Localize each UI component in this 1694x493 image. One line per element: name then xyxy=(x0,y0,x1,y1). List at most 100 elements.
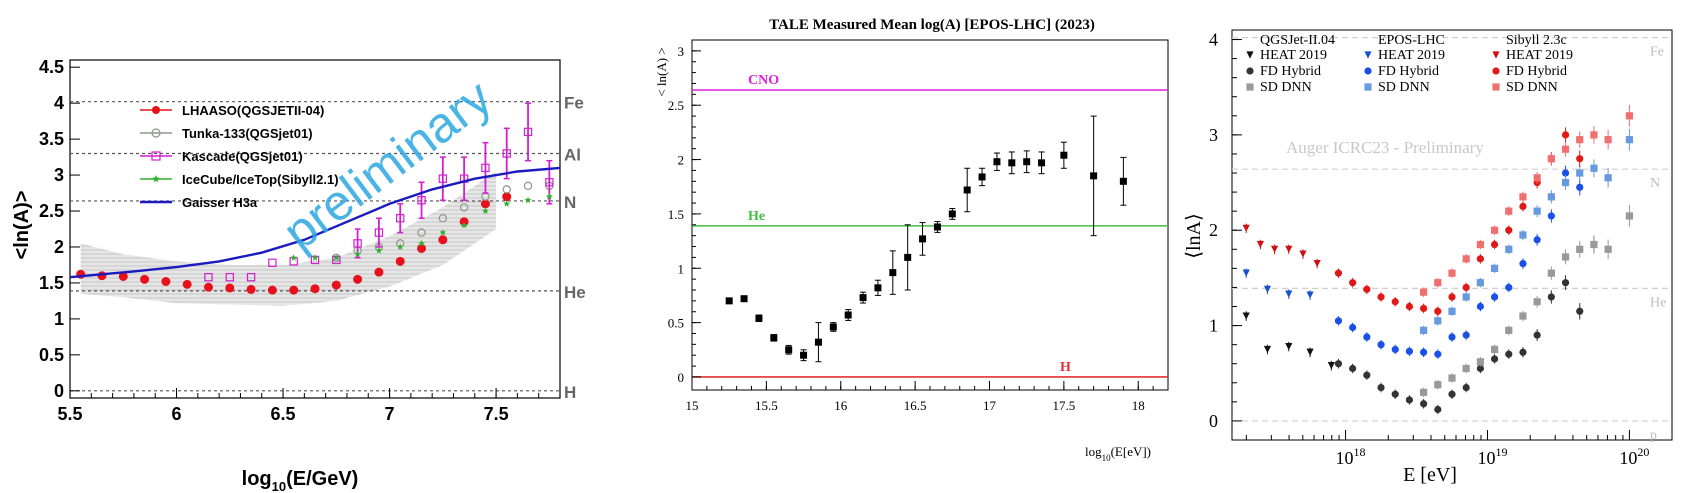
p3-legend-label: SD DNN xyxy=(1506,80,1558,95)
auger-chart: Fe N He p Auger ICRC23 - Preliminary 0 1 2 3 4 1… xyxy=(1183,29,1673,486)
p3-legend-marker xyxy=(1246,83,1254,91)
p1-xtick-label: 7 xyxy=(385,404,395,424)
p2-axis-ticks: 15 15.5 16 16.5 17 17.5 18 0 0.5 1 1.5 2 2.5 3 xyxy=(668,44,1154,413)
p3-point xyxy=(1625,136,1634,144)
p3-point xyxy=(1490,355,1499,363)
p2-xtick-label: 15.5 xyxy=(755,398,778,413)
p1-xlabel: log10(E/GeV) xyxy=(242,468,359,493)
p1-ytick-label: 4 xyxy=(54,93,64,113)
p3-xlabel: E [eV] xyxy=(1403,464,1457,486)
p3-legend-header: EPOS-LHC xyxy=(1378,33,1445,48)
p2-xlabel: log10(E[eV]) xyxy=(1085,444,1151,463)
p2-xtick-label: 18 xyxy=(1132,398,1145,413)
p3-point xyxy=(1604,174,1612,182)
p3-point xyxy=(1285,290,1293,298)
p1-point xyxy=(246,272,256,282)
p2-point xyxy=(844,311,852,319)
p3-point xyxy=(1462,255,1470,263)
p3-point xyxy=(1377,341,1385,349)
p3-point xyxy=(1448,293,1456,301)
p3-point xyxy=(1420,288,1428,296)
p3-point xyxy=(1533,298,1541,306)
p3-point xyxy=(1448,269,1456,277)
p1-point xyxy=(438,214,448,223)
p1-point xyxy=(204,272,213,282)
p3-point xyxy=(1519,193,1527,201)
p3-point xyxy=(1434,350,1442,358)
p1-legend-marker xyxy=(152,106,160,114)
p2-point xyxy=(874,284,882,292)
p3-point xyxy=(1405,396,1414,404)
p3-point xyxy=(1505,326,1513,334)
p1-ytick-label: 3.5 xyxy=(39,129,64,149)
p3-legend-marker xyxy=(1492,67,1500,75)
p1-point xyxy=(418,239,425,247)
p2-ytick-label: 2 xyxy=(678,153,685,168)
p3-point xyxy=(1547,269,1555,277)
p1-point xyxy=(246,284,256,294)
p3-point xyxy=(1625,112,1634,120)
p3-xtick-label: 1020 xyxy=(1619,445,1649,468)
p2-ytick-label: 1 xyxy=(678,261,685,276)
p3-xtick-exp: 19 xyxy=(1495,445,1507,459)
p3-point xyxy=(1285,245,1293,253)
p3-point xyxy=(1576,307,1584,315)
p3-legend-marker xyxy=(1246,67,1254,75)
p3-point xyxy=(1462,293,1470,301)
p1-legend-label: Gaisser H3a xyxy=(182,195,258,210)
p1-point xyxy=(439,229,447,236)
p2-point xyxy=(1119,177,1127,185)
p3-watermark: Auger ICRC23 - Preliminary xyxy=(1286,138,1484,157)
p2-ytick-label: 0.5 xyxy=(668,316,684,331)
p3-point xyxy=(1462,331,1470,339)
p3-point xyxy=(1576,136,1584,144)
p1-point xyxy=(460,221,468,229)
p1-ylabel: <ln(A)> xyxy=(11,191,33,260)
p1-point xyxy=(502,192,512,202)
p2-point xyxy=(948,210,956,218)
p1-xtick-label: 6 xyxy=(172,404,182,424)
p3-point xyxy=(1519,348,1527,356)
p3-point xyxy=(1519,202,1527,210)
p3-point xyxy=(1434,317,1442,325)
p3-legend-label: FD Hybrid xyxy=(1260,64,1321,79)
p3-refline-label: N xyxy=(1650,176,1660,191)
p3-point xyxy=(1363,333,1371,341)
p1-point xyxy=(331,280,341,290)
p2-point xyxy=(1008,159,1016,167)
p3-legend-label: HEAT 2019 xyxy=(1378,48,1445,63)
p3-point xyxy=(1533,331,1541,339)
p1-point xyxy=(396,243,404,250)
p1-refline-label: H xyxy=(564,383,576,402)
p1-point xyxy=(225,272,234,282)
p3-point xyxy=(1420,304,1428,313)
p1-point xyxy=(182,279,192,289)
p3-point xyxy=(1490,293,1499,301)
p3-point xyxy=(1434,405,1442,414)
p1-point xyxy=(459,203,469,212)
p1-xtick-label: 5.5 xyxy=(57,404,82,424)
p1-legend-label: Kascade(QGSjet01) xyxy=(182,149,303,164)
p3-ytick-label: 3 xyxy=(1209,125,1218,145)
p3-point xyxy=(1490,264,1499,272)
p3-point xyxy=(1561,169,1570,177)
p3-point xyxy=(1590,164,1598,172)
p3-point xyxy=(1420,388,1428,396)
p2-ytick-label: 2.5 xyxy=(668,98,684,113)
p3-point xyxy=(1306,348,1314,356)
p3-point xyxy=(1476,358,1484,366)
p1-legend-label: IceCube/IceTop(Sibyll2.1) xyxy=(182,172,339,187)
p1-refline-label: He xyxy=(564,283,586,302)
p1-point xyxy=(482,207,489,214)
p2-ylabel: < ln(A) > xyxy=(654,47,669,96)
p1-point xyxy=(545,193,553,200)
p2-xlabel-sub: 10 xyxy=(1102,453,1112,463)
p1-refline-label: Al xyxy=(564,145,581,164)
p3-legend-marker xyxy=(1246,51,1254,59)
p3-legend-marker xyxy=(1492,51,1500,59)
p1-ytick-label: 1.5 xyxy=(39,273,64,293)
p1-point xyxy=(524,196,532,204)
p2-refline-label: H xyxy=(1060,360,1071,375)
p3-point xyxy=(1576,245,1584,253)
